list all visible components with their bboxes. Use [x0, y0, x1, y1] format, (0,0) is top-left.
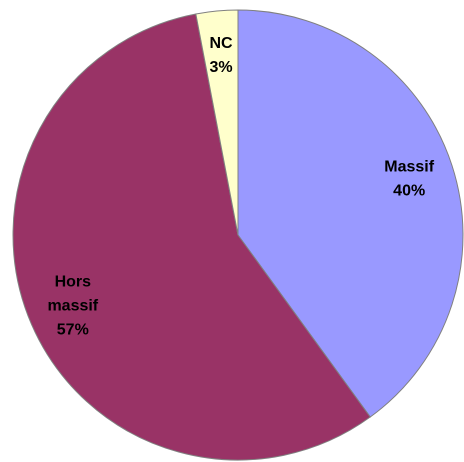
value-label: 57% — [57, 322, 89, 339]
value-label: 3% — [209, 59, 232, 76]
pie-slice — [12, 13, 371, 461]
pie-slice — [237, 9, 464, 418]
category-label: Hors massif — [47, 274, 98, 315]
pie-slice — [195, 9, 239, 236]
category-label: Massif — [384, 159, 434, 176]
category-label: NC — [210, 35, 234, 52]
value-label: 40% — [393, 183, 425, 200]
